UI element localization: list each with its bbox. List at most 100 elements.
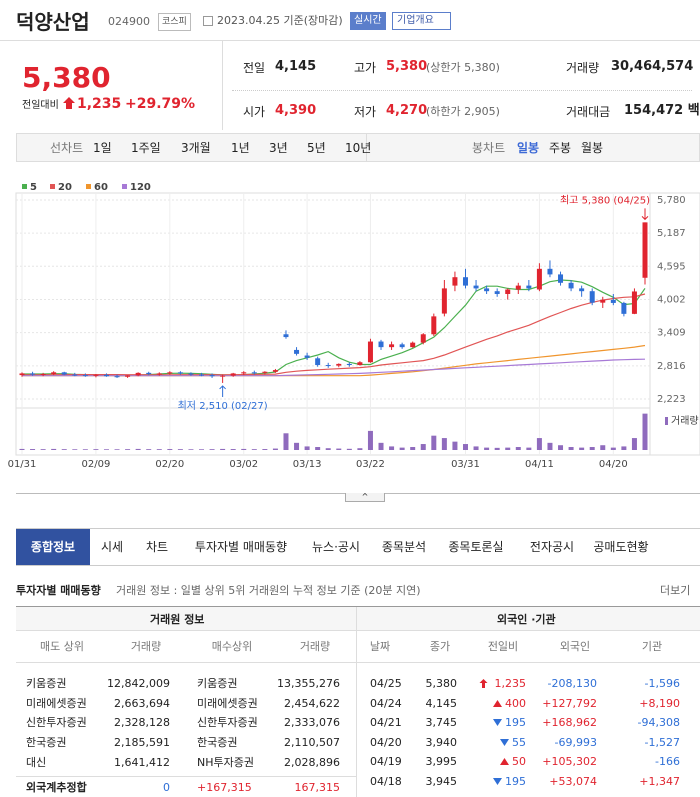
tab[interactable]: 공매도현황 [593,540,649,554]
table-cell: 04/25 [370,677,402,690]
volume-bar [272,448,278,450]
column-header: 날짜 [369,640,391,653]
volume-bar [610,447,616,450]
candle-body [230,373,236,376]
candle-body [251,372,257,374]
foreign-title: 외국인 ·기관 [497,613,556,626]
table-cell: 1,641,412 [114,756,170,769]
tab[interactable]: 종목분석 [381,540,427,554]
divider [232,90,692,91]
tab[interactable]: 투자자별 매매동향 [194,540,288,554]
period-button[interactable]: 1주일 [131,141,161,155]
price: 5,380 [22,61,111,94]
period-button[interactable]: 주봉 [549,141,572,155]
volume-bar [114,449,120,450]
volume-bar [526,447,532,450]
volume-bar [515,447,521,450]
period-button[interactable]: 월봉 [581,141,604,155]
stock-code: 024900 [108,15,150,28]
legend-swatch [22,184,27,189]
table-cell: -94,308 [637,716,680,730]
table-cell: -1,596 [644,677,680,690]
period-button[interactable]: 1년 [231,141,250,155]
change-icon [479,679,488,688]
table-cell: 195 [505,716,526,730]
change-icon [500,738,509,746]
x-tick-label: 02/20 [155,459,184,470]
table-cell: 2,185,591 [114,736,170,749]
total-cell: 외국계추정합 [26,781,87,794]
icon-shape [500,758,509,766]
column-header: 종가 [429,640,451,653]
volume-bar [600,445,606,450]
period-button[interactable]: 5년 [307,141,326,155]
candle-body [441,288,447,314]
volume-bar [146,449,152,450]
legend-swatch [86,184,91,189]
table-cell: +127,792 [542,696,597,710]
x-tick-label: 04/20 [599,459,628,470]
company-button[interactable]: 기업개요 [392,12,451,30]
ma-line [22,293,646,376]
tab[interactable]: 시세 [100,540,124,554]
table-cell: 2,110,507 [284,736,340,749]
y-tick-label: 2,223 [657,394,686,405]
column-header: 거래량 [130,640,162,653]
period-button[interactable]: 3년 [269,141,288,155]
period-button[interactable]: 3개월 [181,141,211,155]
candle-body [536,268,542,290]
tab[interactable]: 종합정보 [16,529,90,565]
divider [356,607,357,797]
collapse-button[interactable]: ^ [345,493,385,502]
x-tick-label: 01/31 [8,459,37,470]
realtime-button[interactable]: 실시간 [350,12,386,30]
table-cell: 50 [512,755,526,769]
period-button[interactable]: 일봉 [517,141,540,155]
candle-body [325,365,331,367]
volume-bar [82,449,88,450]
candle-body [547,268,553,275]
volume-bar [631,438,637,450]
change: 1,235 [77,96,122,112]
table-cell: 미래에셋증권 [26,697,87,710]
volume-bar [484,447,490,450]
candle-body [199,374,205,376]
candle-body [367,341,373,363]
table-cell: 04/21 [370,716,402,730]
table-cell: +105,302 [542,755,597,769]
period-button[interactable]: 1일 [93,141,112,155]
candle-body [82,375,88,377]
table-cell: 04/20 [370,735,402,749]
stat-note: (상한가 5,380) [426,61,500,74]
volume-bar [589,447,595,450]
annotation-arrow [641,208,649,221]
candle-body [410,342,416,348]
candle-body [135,372,141,376]
table-cell: 키움증권 [26,677,67,690]
candle-body [399,344,405,348]
volume-bar [558,445,564,450]
tab[interactable]: 종목토론실 [448,540,504,554]
volume-bar [357,448,363,450]
more-link[interactable]: 더보기 [660,584,691,597]
volume-bar [441,438,447,450]
table-cell: 400 [505,696,526,710]
icon-shape [493,719,502,727]
table-cell: 3,745 [425,716,458,730]
volume-bar [315,447,321,450]
divider [366,133,367,162]
period-button[interactable]: 10년 [345,141,372,155]
candle-body [389,344,395,348]
tab[interactable]: 뉴스·공시 [312,540,360,554]
icon-shape [493,699,502,707]
column-header: 기관 [641,640,663,653]
tab[interactable]: 전자공시 [529,540,575,554]
icon-shape [493,778,502,785]
y-tick-label: 4,002 [657,294,686,305]
candle-body [209,375,215,377]
change-icon [500,758,509,766]
candle-body [19,373,25,376]
volume-bar [547,442,553,450]
tab[interactable]: 차트 [145,540,169,554]
candle-body [272,370,278,372]
